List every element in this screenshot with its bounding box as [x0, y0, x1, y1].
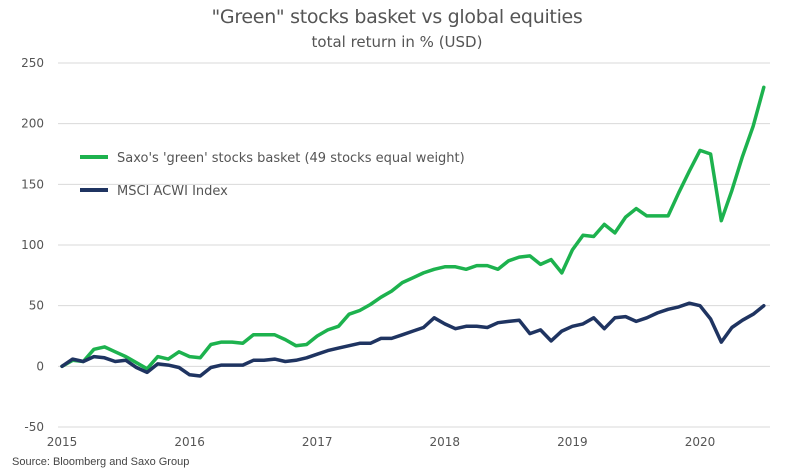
- chart-title: "Green" stocks basket vs global equities: [211, 6, 583, 28]
- gridlines: [58, 62, 770, 428]
- x-tick-label: 2017: [302, 435, 333, 449]
- x-tick-label: 2019: [557, 435, 588, 449]
- chart-subtitle: total return in % (USD): [311, 33, 483, 51]
- y-tick-label: -50: [24, 420, 44, 434]
- series-line-green-basket: [60, 85, 766, 371]
- x-axis-ticks: 2015 2016 2017 2018 2019 2020: [47, 435, 716, 449]
- source-note: Source: Bloomberg and Saxo Group: [12, 456, 190, 468]
- x-tick-label: 2015: [47, 435, 78, 449]
- legend-label: Saxo's 'green' stocks basket (49 stocks …: [117, 151, 465, 166]
- y-tick-label: 150: [21, 177, 44, 191]
- series-lines: [60, 85, 766, 378]
- y-tick-label: 250: [21, 56, 44, 70]
- x-tick-label: 2018: [430, 435, 461, 449]
- x-tick-label: 2016: [174, 435, 205, 449]
- legend: Saxo's 'green' stocks basket (49 stocks …: [80, 151, 465, 199]
- x-tick-label: 2020: [685, 435, 716, 449]
- y-tick-label: 100: [21, 238, 44, 252]
- y-tick-label: 50: [29, 299, 44, 313]
- series-line-msci-acwi: [60, 301, 766, 378]
- y-tick-label: 200: [21, 117, 44, 131]
- y-axis-ticks: -50 0 50 100 150 200 250: [21, 56, 44, 434]
- y-tick-label: 0: [36, 359, 44, 373]
- legend-label: MSCI ACWI Index: [117, 184, 228, 199]
